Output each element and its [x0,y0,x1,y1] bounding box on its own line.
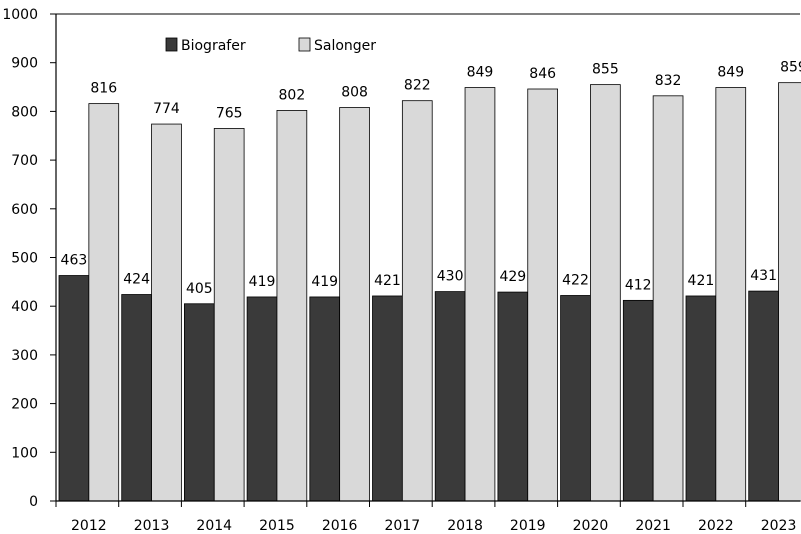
value-label-salonger-2014: 765 [216,105,243,121]
x-tick-label-2012: 2012 [71,518,107,534]
bar-biografer-2018 [434,291,466,502]
value-label-biografer-2018: 430 [437,269,464,285]
axes-layer: 2012 2013 2014 2015 2016 2017 2018 2019 2020 2021… [2,7,800,534]
x-tick-label-2015: 2015 [259,518,295,534]
bar-salonger-2022 [715,87,747,502]
bar-biografer-2016 [309,296,341,502]
legend-swatch-biografer [165,37,178,52]
value-label-salonger-2015: 802 [279,87,306,103]
bar-biografer-2013 [121,294,152,502]
value-label-biografer-2014: 405 [186,281,213,297]
x-tick-label-2019: 2019 [510,518,546,534]
bar-biografer-2022 [685,295,717,502]
value-label-salonger-2018: 849 [467,65,494,81]
value-label-salonger-2017: 822 [404,78,431,94]
x-tick-label-2023: 2023 [761,518,797,534]
bar-biografer-2015 [246,296,278,502]
value-label-biografer-2019: 429 [499,269,526,285]
y-tick-label-500: 500 [11,251,38,267]
value-label-biografer-2023: 431 [750,268,777,284]
legend-label-salonger: Salonger [314,38,376,54]
x-tick-label-2016: 2016 [322,518,358,534]
value-label-salonger-2022: 849 [717,65,744,81]
bar-salonger-2021 [652,95,684,502]
value-label-biografer-2015: 419 [249,274,276,290]
value-label-biografer-2021: 412 [625,277,652,293]
value-labels-layer: 463 816 424 774 405 765 419 802 419 808 421 822 430 8… [61,60,801,297]
value-label-biografer-2017: 421 [374,273,401,289]
x-tick-label-2013: 2013 [134,518,170,534]
value-label-biografer-2020: 422 [562,272,589,288]
y-tick-label-700: 700 [11,153,38,169]
x-tick-label-2018: 2018 [447,518,483,534]
value-label-biografer-2012: 463 [61,253,88,269]
bar-biografer-2012 [58,275,90,502]
value-label-salonger-2013: 774 [153,101,180,117]
y-tick-label-1000: 1000 [2,7,38,23]
bar-salonger-2013 [151,123,182,502]
legend-swatch-salonger [298,37,311,52]
bar-salonger-2019 [527,88,559,502]
bar-salonger-2014 [213,128,245,502]
legend: Biografer Salonger [165,37,376,54]
value-label-salonger-2012: 816 [90,81,117,97]
value-label-biografer-2016: 419 [311,274,338,290]
value-label-salonger-2023: 859 [780,60,801,76]
y-tick-label-0: 0 [29,494,38,510]
y-tick-label-900: 900 [11,56,38,72]
value-label-salonger-2016: 808 [341,85,368,101]
bar-biografer-2020 [560,295,591,502]
y-tick-label-200: 200 [11,397,38,413]
bar-biografer-2023 [748,290,779,502]
y-tick-label-600: 600 [11,202,38,218]
bar-biografer-2014 [183,303,215,502]
bar-salonger-2017 [401,100,433,502]
y-tick-label-300: 300 [11,348,38,364]
value-label-salonger-2021: 832 [655,73,682,89]
bar-salonger-2018 [464,87,496,502]
bars-layer [58,82,801,502]
y-tick-label-400: 400 [11,299,38,315]
value-label-salonger-2020: 855 [592,62,619,78]
legend-label-biografer: Biografer [181,38,246,54]
x-tick-label-2017: 2017 [385,518,421,534]
bar-salonger-2015 [276,110,308,502]
x-tick-label-2022: 2022 [698,518,734,534]
bar-biografer-2017 [372,295,403,502]
x-tick-label-2014: 2014 [196,518,232,534]
value-label-salonger-2019: 846 [529,66,556,82]
value-label-biografer-2013: 424 [123,272,150,288]
value-label-biografer-2022: 421 [688,273,715,289]
x-tick-label-2021: 2021 [635,518,671,534]
bar-salonger-2020 [590,84,621,502]
bar-salonger-2012 [88,103,120,502]
bar-biografer-2021 [622,299,654,502]
y-tick-label-100: 100 [11,445,38,461]
y-tick-label-800: 800 [11,104,38,120]
bar-salonger-2016 [339,107,370,502]
bar-salonger-2023 [778,82,801,502]
x-tick-label-2020: 2020 [573,518,609,534]
bar-biografer-2019 [497,291,529,502]
